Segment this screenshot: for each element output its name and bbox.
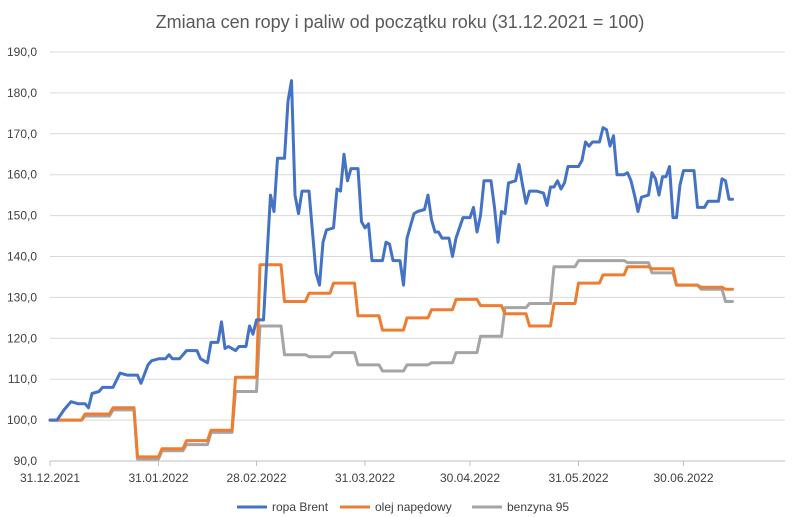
y-tick-label: 170,0 — [7, 127, 37, 141]
y-tick-label: 190,0 — [7, 45, 37, 59]
legend-label: benzyna 95 — [507, 500, 569, 514]
y-tick-label: 90,0 — [14, 454, 38, 468]
series-line-ropa-brent — [48, 79, 734, 422]
legend-label: ropa Brent — [272, 500, 329, 514]
series-line-olej-napędowy — [48, 263, 734, 459]
x-tick-label: 31.12.2021 — [20, 471, 80, 485]
gridlines — [50, 51, 785, 462]
x-tick-label: 31.03.2022 — [335, 471, 395, 485]
y-tick-label: 150,0 — [7, 209, 37, 223]
series-lines — [48, 79, 734, 461]
y-tick-label: 180,0 — [7, 86, 37, 100]
y-tick-label: 110,0 — [8, 372, 37, 386]
legend: ropa Brent olej napędowy benzyna 95 — [237, 500, 569, 514]
chart-title: Zmiana cen ropy i paliw od początku roku… — [156, 12, 645, 32]
x-tick-label: 30.04.2022 — [440, 471, 500, 485]
x-tick-label: 28.02.2022 — [226, 471, 286, 485]
y-tick-label: 140,0 — [7, 250, 37, 264]
legend-label: olej napędowy — [375, 500, 452, 514]
x-tick-label: 30.06.2022 — [653, 471, 713, 485]
x-tick-label: 31.01.2022 — [128, 471, 188, 485]
y-tick-label: 160,0 — [7, 168, 37, 182]
y-axis-ticks: 90,0 100,0 110,0 120,0 130,0 140,0 150,0 160,0 1… — [7, 45, 37, 468]
x-tick-label: 31.05.2022 — [548, 471, 608, 485]
y-tick-label: 100,0 — [7, 413, 37, 427]
y-tick-label: 130,0 — [7, 290, 37, 304]
y-tick-label: 120,0 — [7, 331, 37, 345]
x-axis-ticks: 31.12.2021 31.01.2022 28.02.2022 31.03.2022… — [20, 461, 714, 485]
